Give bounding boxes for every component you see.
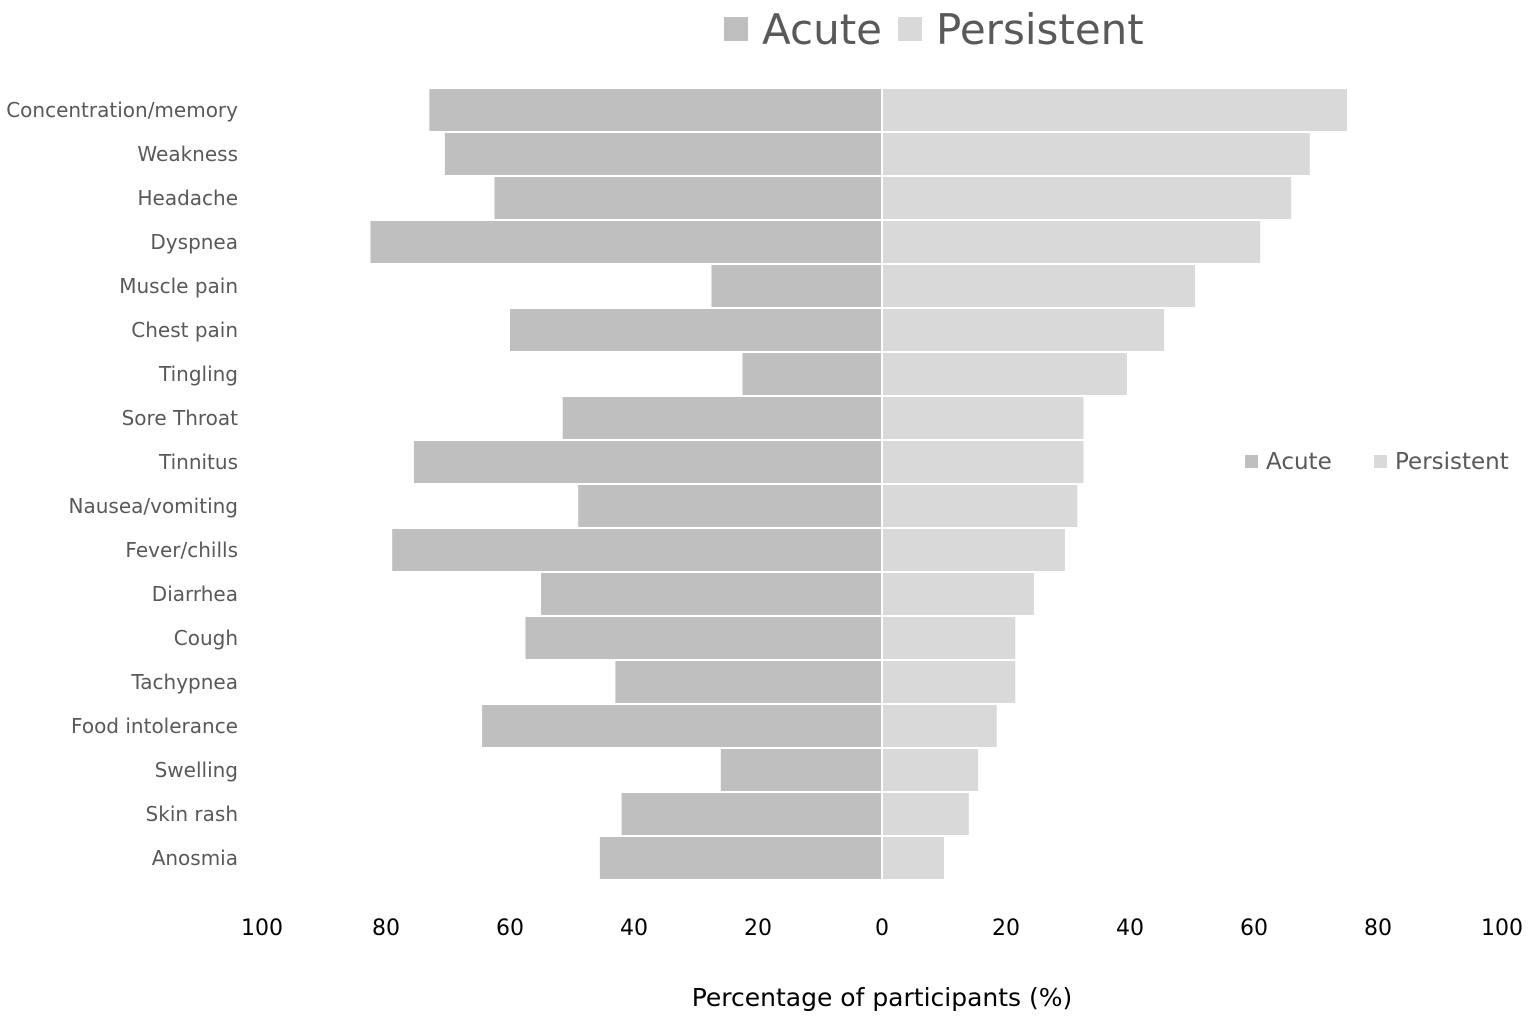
bar-persistent <box>882 397 1084 439</box>
bar-acute <box>525 617 882 659</box>
legend-label-acute: Acute <box>762 5 882 54</box>
bar-persistent <box>882 529 1065 571</box>
bar-persistent <box>882 265 1196 307</box>
bar-acute <box>599 837 882 879</box>
category-label: Concentration/memory <box>6 98 238 122</box>
bar-acute <box>711 265 882 307</box>
x-tick-label: 40 <box>620 916 648 941</box>
category-label: Tinnitus <box>158 450 238 474</box>
bar-acute <box>742 353 882 395</box>
legend-top: Acute Persistent <box>724 5 1144 54</box>
legend-swatch-acute <box>1245 455 1258 468</box>
bar-persistent <box>882 793 969 835</box>
bar-persistent <box>882 485 1078 527</box>
legend-swatch-persistent <box>898 17 922 41</box>
category-label: Fever/chills <box>125 538 238 562</box>
x-tick-label: 20 <box>992 916 1020 941</box>
legend-label-persistent: Persistent <box>1395 449 1509 475</box>
x-tick-label: 60 <box>1240 916 1268 941</box>
category-label: Nausea/vomiting <box>69 494 239 518</box>
bar-acute <box>720 749 882 791</box>
x-tick-label: 100 <box>241 916 283 941</box>
category-label: Food intolerance <box>71 714 238 738</box>
x-tick-label: 60 <box>496 916 524 941</box>
bar-acute <box>621 793 882 835</box>
bar-acute <box>413 441 882 483</box>
legend-right: Acute Persistent <box>1245 449 1509 475</box>
legend-swatch-acute <box>724 17 748 41</box>
category-label: Swelling <box>155 758 238 782</box>
bar-persistent <box>882 705 997 747</box>
bar-persistent <box>882 749 979 791</box>
bar-persistent <box>882 661 1016 703</box>
x-axis-tick-labels: 100 80 60 40 20 0 20 40 60 80 100 <box>241 916 1523 941</box>
category-label: Diarrhea <box>152 582 238 606</box>
bar-acute <box>541 573 882 615</box>
bar-persistent <box>882 221 1261 263</box>
bar-acute <box>562 397 882 439</box>
bar-acute <box>578 485 882 527</box>
legend-swatch-persistent <box>1374 455 1387 468</box>
category-label: Weakness <box>137 142 238 166</box>
x-tick-label: 0 <box>875 916 889 941</box>
bar-persistent <box>882 837 944 879</box>
bar-acute <box>482 705 882 747</box>
bar-persistent <box>882 177 1292 219</box>
bar-persistent <box>882 89 1347 131</box>
bar-acute <box>615 661 882 703</box>
category-label: Tingling <box>158 362 238 386</box>
category-label: Muscle pain <box>119 274 238 298</box>
category-label: Skin rash <box>146 802 238 826</box>
bar-persistent <box>882 573 1034 615</box>
category-label: Tachypnea <box>130 670 238 694</box>
bar-persistent <box>882 617 1016 659</box>
bar-acute <box>494 177 882 219</box>
bar-persistent <box>882 309 1165 351</box>
bar-persistent <box>882 353 1127 395</box>
bar-acute <box>429 89 882 131</box>
bar-acute <box>370 221 882 263</box>
bar-acute <box>510 309 882 351</box>
x-tick-label: 80 <box>372 916 400 941</box>
x-tick-label: 40 <box>1116 916 1144 941</box>
legend-label-persistent: Persistent <box>936 5 1144 54</box>
category-label: Cough <box>174 626 238 650</box>
category-label: Sore Throat <box>122 406 239 430</box>
x-tick-label: 80 <box>1364 916 1392 941</box>
legend-label-acute: Acute <box>1266 449 1332 475</box>
x-axis-title: Percentage of participants (%) <box>692 983 1073 1012</box>
bar-acute <box>392 529 882 571</box>
category-label: Dyspnea <box>150 230 238 254</box>
x-tick-label: 100 <box>1481 916 1523 941</box>
category-label: Headache <box>137 186 238 210</box>
bar-persistent <box>882 441 1084 483</box>
category-labels: Concentration/memory Weakness Headache Dysp… <box>6 98 238 870</box>
category-label: Chest pain <box>131 318 238 342</box>
bar-acute <box>444 133 882 175</box>
category-label: Anosmia <box>152 846 238 870</box>
bar-persistent <box>882 133 1310 175</box>
x-tick-label: 20 <box>744 916 772 941</box>
bars-layer <box>370 89 1347 881</box>
